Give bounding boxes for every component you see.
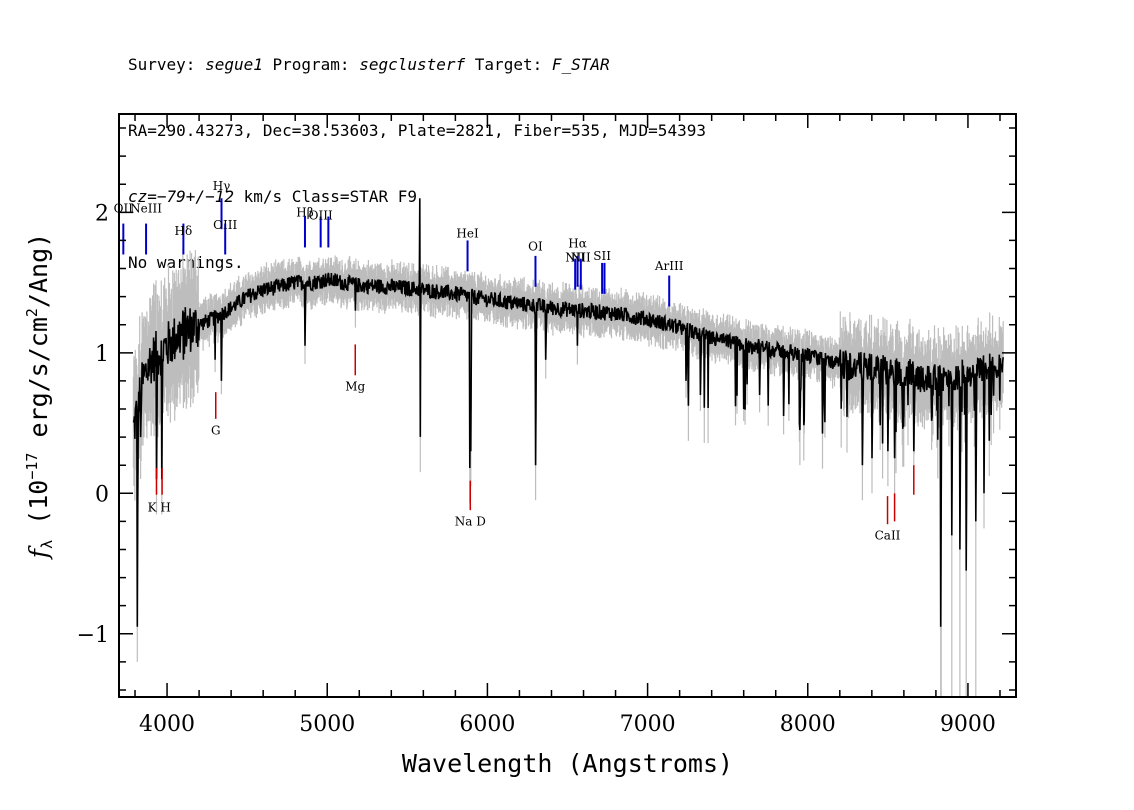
class-value: km/s Class=STAR F9 [233,187,417,206]
header-line-survey: Survey: segue1 Program: segclusterf Targ… [128,54,706,76]
survey-label: Survey: [128,55,206,74]
emission-line-label: NII [571,251,591,265]
y-tick-label: −1 [77,623,109,648]
y-tick-label: 0 [95,482,109,507]
target-value: F_STAR [551,55,610,74]
absorption-line-label: Mg [345,380,365,394]
plot-frame [118,113,1017,698]
flux-line [132,198,1004,627]
emission-line-label: Hγ [213,179,231,193]
x-tick-label: 7000 [620,712,676,737]
tick-marks [119,114,1016,697]
y-axis-title-f: f [24,545,53,560]
header-line-redshift: cz=−79+/−12 km/s Class=STAR F9 [128,186,706,208]
y-axis-title: fλ (10−17 erg/s/cm2/Ang) [23,233,56,560]
x-tick-label: 5000 [299,712,355,737]
emission-line-label: Hβ [296,206,313,220]
emission-line-label: HeI [456,227,479,241]
absorption-line-label: G [211,423,221,437]
x-tick-label: 9000 [940,712,996,737]
axis-ticks [119,114,1016,697]
y-axis-title-exp1: −17 [23,453,41,480]
y-axis-title-post: /Ang) [24,233,53,308]
x-tick-label: 4000 [139,712,195,737]
x-axis-title: Wavelength (Angstroms) [402,749,733,778]
header-line-coordinates: RA=290.43273, Dec=38.53603, Plate=2821, … [128,121,706,140]
emission-line-label: OI [528,239,543,253]
emission-line-label: Hα [568,236,587,250]
error-band [132,233,1004,697]
program-value: segclusterf [359,55,466,74]
target-label: Target: [465,55,552,74]
header-line-warnings: No warnings. [128,253,244,272]
program-label: Program: [262,55,360,74]
x-tick-label: 8000 [780,712,836,737]
emission-line-label: ArIII [654,259,684,273]
x-tick-label: 6000 [459,712,515,737]
flux-series [132,198,1004,627]
absorption-line-label: CaII [875,529,901,543]
absorption-line-label: Na D [455,515,486,529]
emission-line-label: Hδ [175,224,193,238]
emission-line-label: SII [593,249,611,263]
y-tick-label: 2 [95,201,109,226]
survey-value: segue1 [205,55,263,74]
y-axis-title-pre: (10 [24,480,53,540]
y-axis-title-mid: erg/s/cm [24,317,53,452]
emission-line-label: NeIII [130,201,162,215]
emission-line-label: OIII [213,218,237,232]
absorption-line-label: K H [148,501,171,515]
y-axis-title-sub: λ [38,540,56,549]
spectrum-header: Survey: segue1 Program: segclusterf Targ… [128,10,706,296]
emission-line-label: OIII [309,208,333,222]
axis-tick-labels: 4000 5000 6000 7000 8000 9000 −1 0 1 2 [77,201,996,737]
y-tick-label: 1 [95,342,109,367]
y-axis-title-exp2: 2 [23,308,41,317]
redshift-value: cz=−79+/−12 [128,187,234,206]
error-band-path [132,233,1004,697]
